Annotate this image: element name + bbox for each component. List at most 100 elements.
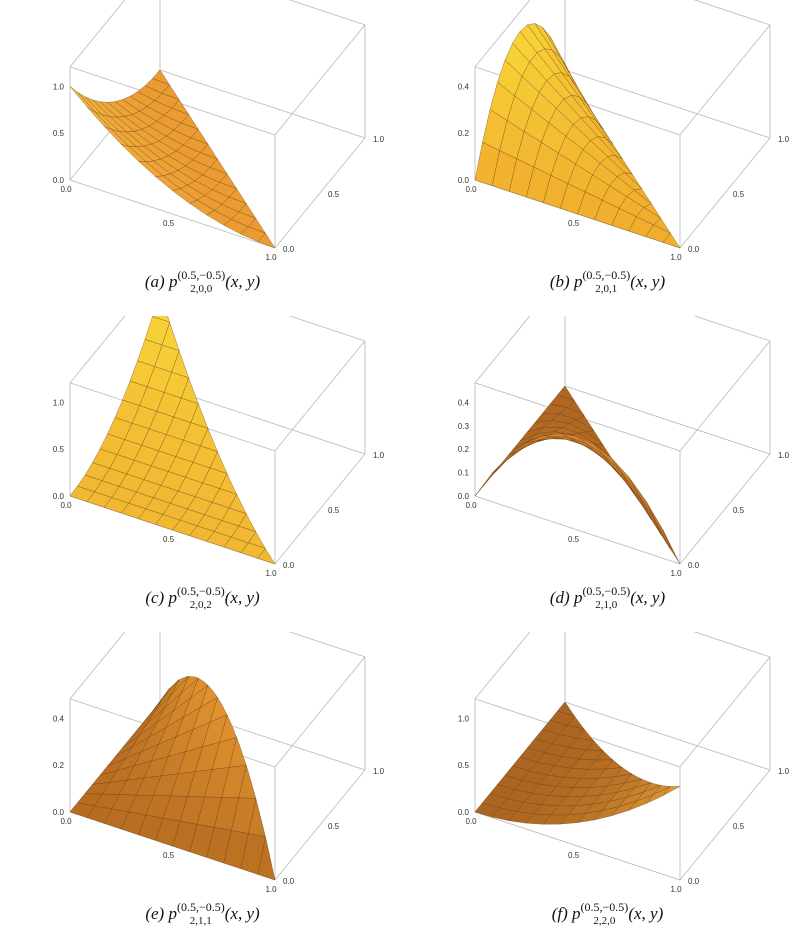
caption-subscript: 2,2,0 bbox=[593, 915, 616, 927]
caption-a: (a) p(0.5,−0.5)2,0,0 (x, y) bbox=[0, 268, 405, 295]
caption-args: (x, y) bbox=[628, 904, 664, 923]
z-tick-label: 0.0 bbox=[458, 176, 470, 185]
caption-superscript: (0.5,−0.5) bbox=[176, 900, 225, 914]
z-axis-ticks: 1.0 0.5 0.0 bbox=[458, 714, 470, 817]
caption-args: (x, y) bbox=[224, 904, 260, 923]
y-tick-label: 0.0 bbox=[688, 245, 700, 254]
x-axis-ticks: 0.0 0.5 1.0 bbox=[465, 501, 682, 578]
x-tick-label: 0.0 bbox=[60, 501, 72, 510]
caption-subscript: 2,0,0 bbox=[190, 283, 213, 295]
x-tick-label: 0.5 bbox=[163, 219, 175, 228]
z-axis-ticks: 0.4 0.2 0.0 bbox=[53, 714, 65, 817]
z-axis-ticks: 0.4 0.2 0.0 bbox=[458, 82, 470, 185]
x-tick-label: 0.0 bbox=[465, 185, 477, 194]
caption-label: (b) bbox=[549, 272, 574, 291]
bounding-box bbox=[474, 316, 771, 565]
y-tick-label: 1.0 bbox=[778, 767, 790, 776]
caption-label: (a) bbox=[144, 272, 169, 291]
y-tick-label: 0.0 bbox=[688, 561, 700, 570]
z-tick-label: 0.4 bbox=[458, 82, 470, 91]
caption-label: (f) bbox=[551, 904, 573, 923]
y-tick-label: 0.5 bbox=[328, 506, 340, 515]
y-tick-label: 1.0 bbox=[778, 135, 790, 144]
x-tick-label: 1.0 bbox=[265, 253, 277, 262]
z-tick-label: 1.0 bbox=[53, 398, 65, 407]
z-tick-label: 0.5 bbox=[53, 129, 65, 138]
plot-f: 1.00.50.00.00.51.00.00.51.0 bbox=[458, 632, 790, 894]
y-tick-label: 0.0 bbox=[283, 561, 295, 570]
caption-superscript: (0.5,−0.5) bbox=[582, 268, 631, 282]
caption-label: (e) bbox=[145, 904, 169, 923]
x-axis-ticks: 0.0 0.5 1.0 bbox=[60, 817, 277, 894]
caption-subscript: 2,0,1 bbox=[595, 283, 618, 295]
x-tick-label: 0.5 bbox=[163, 535, 175, 544]
x-tick-label: 0.5 bbox=[568, 219, 580, 228]
panel-d: 0.4 0.3 0.2 0.1 0.0 0.0 0.5 1.0 0.0 0.5 1.0 (d) p(0… bbox=[405, 316, 810, 630]
panel-b: 0.4 0.2 0.0 0.0 0.5 1.0 0.0 0.5 1.0 (b) p(0.5,−0.… bbox=[405, 0, 810, 314]
surface-mesh bbox=[69, 69, 276, 249]
surface-mesh bbox=[474, 385, 681, 565]
caption-label: (d) bbox=[549, 588, 574, 607]
x-tick-label: 0.0 bbox=[465, 501, 477, 510]
x-tick-label: 1.0 bbox=[265, 569, 277, 578]
panel-c: 1.0 0.5 0.0 0.0 0.5 1.0 0.0 0.5 1.0 (c) p(0.5,−0.… bbox=[0, 316, 405, 630]
y-tick-label: 1.0 bbox=[373, 767, 385, 776]
x-tick-label: 1.0 bbox=[670, 569, 682, 578]
caption-label: (c) bbox=[145, 588, 169, 607]
plot-c: 1.00.50.00.00.51.00.00.51.0 bbox=[53, 316, 385, 578]
z-tick-label: 0.4 bbox=[53, 714, 65, 723]
caption-args: (x, y) bbox=[630, 588, 666, 607]
caption-function: p bbox=[572, 904, 581, 923]
caption-args: (x, y) bbox=[225, 272, 261, 291]
y-tick-label: 0.5 bbox=[733, 822, 745, 831]
plot-a: 1.00.50.00.00.51.00.00.51.0 bbox=[53, 0, 385, 262]
x-axis-ticks: 0.0 0.5 1.0 bbox=[60, 185, 277, 262]
z-tick-label: 1.0 bbox=[458, 714, 470, 723]
y-tick-label: 1.0 bbox=[373, 451, 385, 460]
surface-mesh bbox=[69, 675, 276, 881]
z-tick-label: 0.2 bbox=[458, 129, 470, 138]
x-axis-ticks: 0.0 0.5 1.0 bbox=[465, 185, 682, 262]
surface-mesh bbox=[69, 316, 276, 565]
surface-mesh bbox=[474, 22, 681, 249]
caption-superscript: (0.5,−0.5) bbox=[582, 584, 631, 598]
z-tick-label: 0.5 bbox=[458, 761, 470, 770]
x-tick-label: 0.5 bbox=[568, 535, 580, 544]
x-tick-label: 0.5 bbox=[568, 851, 580, 860]
caption-b: (b) p(0.5,−0.5)2,0,1 (x, y) bbox=[405, 268, 810, 295]
z-tick-label: 0.2 bbox=[53, 761, 65, 770]
y-tick-label: 0.5 bbox=[328, 190, 340, 199]
panel-a: 1.0 0.5 0.0 0.0 0.5 1.0 0.0 0.5 1.0 (a) p(0.5,−0.… bbox=[0, 0, 405, 314]
y-tick-label: 1.0 bbox=[778, 451, 790, 460]
caption-args: (x, y) bbox=[224, 588, 260, 607]
caption-args: (x, y) bbox=[630, 272, 666, 291]
z-tick-label: 0.0 bbox=[53, 492, 65, 501]
y-axis-ticks: 0.0 0.5 1.0 bbox=[283, 451, 385, 570]
y-tick-label: 0.0 bbox=[283, 877, 295, 886]
y-axis-ticks: 0.0 0.5 1.0 bbox=[283, 135, 385, 254]
caption-d: (d) p(0.5,−0.5)2,1,0 (x, y) bbox=[405, 584, 810, 611]
z-tick-label: 0.4 bbox=[458, 398, 470, 407]
y-tick-label: 1.0 bbox=[373, 135, 385, 144]
caption-subscript: 2,0,2 bbox=[189, 599, 212, 611]
z-tick-label: 0.0 bbox=[458, 492, 470, 501]
z-tick-label: 0.3 bbox=[458, 422, 470, 431]
caption-subscript: 2,1,1 bbox=[189, 915, 212, 927]
plot-d: 0.40.30.20.10.00.00.51.00.00.51.0 bbox=[458, 316, 790, 578]
z-axis-ticks: 0.4 0.3 0.2 0.1 0.0 bbox=[458, 398, 470, 501]
panel-f: 1.0 0.5 0.0 0.0 0.5 1.0 0.0 0.5 1.0 (f) p(0.5,−0.… bbox=[405, 632, 810, 946]
y-tick-label: 0.5 bbox=[733, 506, 745, 515]
caption-function: p bbox=[168, 904, 177, 923]
caption-f: (f) p(0.5,−0.5)2,2,0 (x, y) bbox=[405, 900, 810, 927]
plot-b: 0.40.20.00.00.51.00.00.51.0 bbox=[458, 0, 790, 262]
y-axis-ticks: 0.0 0.5 1.0 bbox=[688, 135, 790, 254]
caption-function: p bbox=[168, 272, 178, 291]
y-tick-label: 0.0 bbox=[283, 245, 295, 254]
x-tick-label: 0.0 bbox=[465, 817, 477, 826]
z-tick-label: 0.0 bbox=[53, 808, 65, 817]
surface-mesh bbox=[474, 701, 681, 825]
bounding-box bbox=[474, 632, 771, 881]
z-tick-label: 0.2 bbox=[458, 445, 470, 454]
x-tick-label: 0.0 bbox=[60, 185, 72, 194]
z-tick-label: 0.0 bbox=[53, 176, 65, 185]
